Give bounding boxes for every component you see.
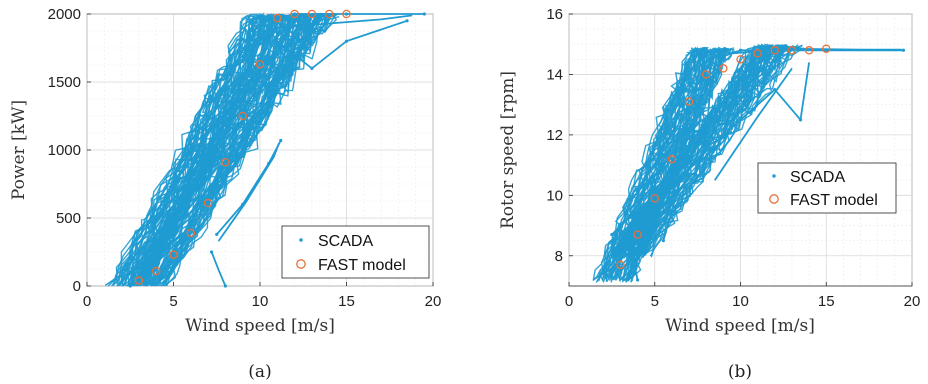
panel-b-plot: 0 5 10 15 20 8 10 12 14 16 Wind speed [m/s] Roto… [498,6,920,382]
scada-point [631,254,634,257]
y-tick-label: 10 [546,187,563,204]
panel-b-legend: SCADA FAST model [758,163,896,213]
scada-point [705,79,708,82]
x-tick-label: 15 [818,293,835,310]
scada-point [345,40,348,43]
scada-point [687,118,690,121]
scada-point [224,155,227,158]
scada-point [636,209,639,212]
scada-point [773,88,776,91]
panel-a-label: (a) [248,362,271,382]
scada-point [722,55,725,58]
scada-point [799,118,802,121]
panel-b-legend-fast: FAST model [790,192,878,209]
scada-point [137,280,140,283]
y-tick-label: 500 [56,210,81,227]
scada-point [825,49,828,52]
panel-b-xlabel: Wind speed [m/s] [665,316,815,336]
scada-point [129,284,132,287]
y-tick-label: 1500 [48,74,81,91]
panel-a-legend-scada-marker [299,238,302,241]
scada-point [423,12,426,15]
x-tick-label: 20 [904,293,921,310]
panel-a-legend-fast: FAST model [318,257,406,274]
x-tick-label: 0 [83,293,91,310]
x-tick-label: 15 [338,293,355,310]
scada-point [276,15,279,18]
panel-b-ylabel: Rotor speed [rpm] [498,71,518,229]
scada-point [670,157,673,160]
y-tick-label: 1000 [48,142,81,159]
scada-point [215,233,218,236]
scada-point [241,203,244,206]
scada-point [210,250,213,253]
scada-point [224,284,227,287]
scada-point [902,49,905,52]
y-tick-label: 12 [546,127,563,144]
x-tick-label: 0 [565,293,573,310]
x-tick-label: 10 [732,293,749,310]
panel-a-ylabel: Power [kW] [9,100,29,200]
panel-a-xlabel: Wind speed [m/s] [185,316,335,336]
y-tick-label: 16 [546,6,563,23]
x-tick-label: 20 [425,293,442,310]
scada-point [267,162,270,165]
y-tick-label: 0 [73,278,81,295]
scada-point [310,67,313,70]
panel-b-legend-scada: SCADA [790,169,845,186]
scada-point [662,239,665,242]
scada-point [207,196,210,199]
scada-point [293,12,296,15]
y-tick-label: 2000 [48,6,81,23]
panel-a-plot: 0 5 10 15 20 0 500 1000 1500 2000 Wind speed [m/… [9,6,441,382]
panel-a-legend: SCADA FAST model [282,226,429,278]
scada-point [619,224,622,227]
panel-a-yticks: 0 500 1000 1500 2000 [48,6,91,295]
scada-point [345,12,348,15]
scada-point [241,108,244,111]
scada-point [258,53,261,56]
scada-point [155,268,158,271]
y-tick-label: 8 [555,248,563,265]
scada-point [405,19,408,22]
x-tick-label: 5 [651,293,659,310]
scada-point [610,233,613,236]
panel-a-legend-scada: SCADA [318,233,373,250]
panel-b-label: (b) [728,362,752,382]
y-tick-label: 14 [546,66,563,83]
x-tick-label: 5 [169,293,177,310]
scada-point [636,278,639,281]
x-tick-label: 10 [252,293,269,310]
panel-b-legend-scada-marker [772,174,775,177]
scada-point [279,139,282,142]
scada-point [739,49,742,52]
